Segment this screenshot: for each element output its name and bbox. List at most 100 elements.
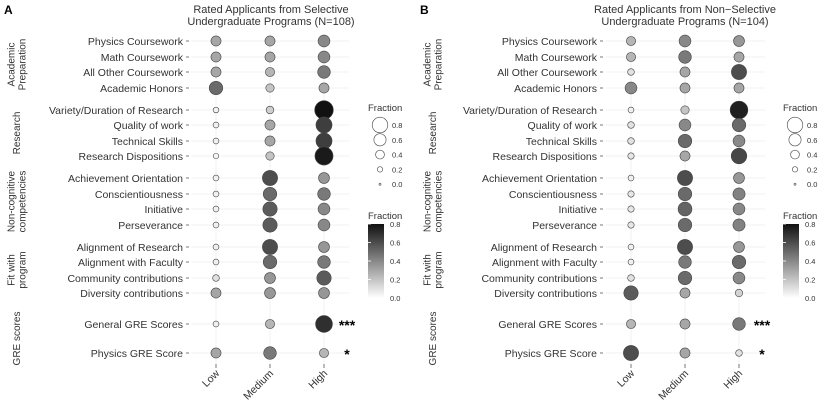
size-legend-circle: [371, 116, 389, 134]
y-tick-label: Alignment with Faculty: [492, 257, 598, 269]
y-tick-label: Quality of work: [114, 120, 184, 132]
data-point: [316, 270, 332, 286]
data-point: [626, 36, 636, 46]
size-legend-circle: [786, 116, 804, 134]
y-tick-label: All Other Coursework: [497, 67, 598, 79]
data-point: [729, 100, 749, 120]
y-tick-label: Perseverance: [118, 220, 183, 232]
data-point: [264, 51, 276, 63]
data-point: [212, 221, 220, 229]
group-label: program: [18, 251, 29, 288]
color-legend-bar: [368, 224, 384, 298]
data-point: [627, 258, 635, 266]
data-point: [678, 118, 692, 132]
group-label: Fit with: [423, 254, 434, 286]
size-legend-label: 0.2: [392, 165, 402, 174]
size-legend-label: 0.6: [807, 136, 817, 145]
data-point: [314, 146, 334, 166]
data-point: [734, 288, 744, 298]
size-legend-title: Fraction: [783, 103, 817, 114]
data-point: [210, 287, 222, 299]
color-legend-label: 0.0: [390, 294, 400, 303]
data-point: [264, 272, 276, 284]
y-tick-label: Diversity contributions: [80, 288, 183, 300]
y-tick-label: Alignment of Research: [491, 242, 597, 254]
data-point: [677, 170, 693, 186]
y-tick-label: Variety/Duration of Research: [49, 105, 183, 117]
panel-label: B: [420, 3, 429, 17]
group-label: GRE scores: [428, 312, 439, 366]
data-point: [732, 187, 746, 201]
data-point: [262, 201, 278, 217]
data-point: [679, 150, 691, 162]
data-point: [733, 172, 745, 184]
y-tick-label: Achievement Orientation: [482, 173, 597, 185]
data-point: [679, 318, 691, 330]
data-point: [731, 254, 747, 270]
data-point: [212, 320, 220, 328]
y-tick-label: Achievement Orientation: [68, 173, 183, 185]
data-point: [262, 239, 278, 255]
data-point: [732, 134, 746, 148]
y-tick-label: Math Coursework: [101, 52, 184, 64]
size-legend-label: 0.0: [392, 180, 402, 189]
data-point: [627, 106, 635, 114]
data-point: [627, 68, 635, 76]
size-legend-label: 0.4: [807, 151, 817, 160]
color-legend-label: 0.6: [390, 239, 400, 248]
data-point: [262, 170, 278, 186]
data-point: [212, 152, 220, 160]
y-tick-label: Academic Honors: [100, 83, 183, 95]
data-point: [264, 135, 276, 147]
data-point: [317, 34, 331, 48]
data-point: [677, 270, 693, 286]
data-point: [732, 271, 746, 285]
size-legend-circle: [793, 182, 797, 186]
size-legend-circle: [788, 133, 802, 147]
size-legend-title: Fraction: [368, 103, 402, 114]
data-point: [732, 317, 746, 331]
y-tick-label: Quality of work: [528, 120, 598, 132]
color-legend-bar: [783, 224, 799, 298]
data-point: [265, 105, 275, 115]
group-label: competencies: [434, 171, 445, 233]
y-tick-label: General GRE Scores: [84, 319, 183, 331]
data-point: [317, 255, 331, 269]
group-label: Research: [428, 112, 439, 155]
data-point: [265, 151, 275, 161]
color-legend-label: 0.0: [805, 294, 815, 303]
size-legend-circle: [790, 149, 800, 160]
data-point: [262, 217, 278, 233]
chart-title-line2: Undergraduate Programs (N=104): [601, 16, 768, 28]
data-point: [210, 66, 222, 78]
y-tick-label: Math Coursework: [515, 52, 598, 64]
x-tick-label: Medium: [241, 367, 276, 402]
group-label: GRE scores: [12, 312, 23, 366]
chart-title-line1: Rated Applicants from Selective: [193, 4, 348, 16]
data-point: [208, 80, 224, 96]
data-point: [315, 116, 333, 134]
x-tick-label: Low: [615, 367, 637, 389]
x-tick-label: High: [306, 368, 330, 392]
y-tick-label: Physics GRE Score: [91, 348, 183, 360]
chart-title-line1: Rated Applicants from Non−Selective: [594, 4, 776, 16]
data-point: [212, 121, 220, 129]
data-point: [733, 241, 745, 253]
data-point: [212, 274, 220, 282]
data-point: [317, 50, 331, 64]
color-legend-label: 0.4: [390, 257, 400, 266]
x-tick-label: High: [721, 368, 745, 392]
data-point: [210, 51, 222, 63]
data-point: [679, 66, 691, 78]
data-point: [317, 202, 331, 216]
y-tick-label: Initiative: [144, 204, 183, 216]
group-label: Research: [12, 112, 23, 155]
data-point: [627, 221, 635, 229]
data-point: [318, 241, 330, 253]
data-point: [314, 100, 334, 120]
data-point: [627, 152, 635, 160]
size-legend-label: 0.6: [392, 136, 402, 145]
y-tick-label: Diversity contributions: [494, 288, 597, 300]
y-tick-label: Perseverance: [532, 220, 597, 232]
size-legend-label: 0.8: [392, 121, 402, 130]
